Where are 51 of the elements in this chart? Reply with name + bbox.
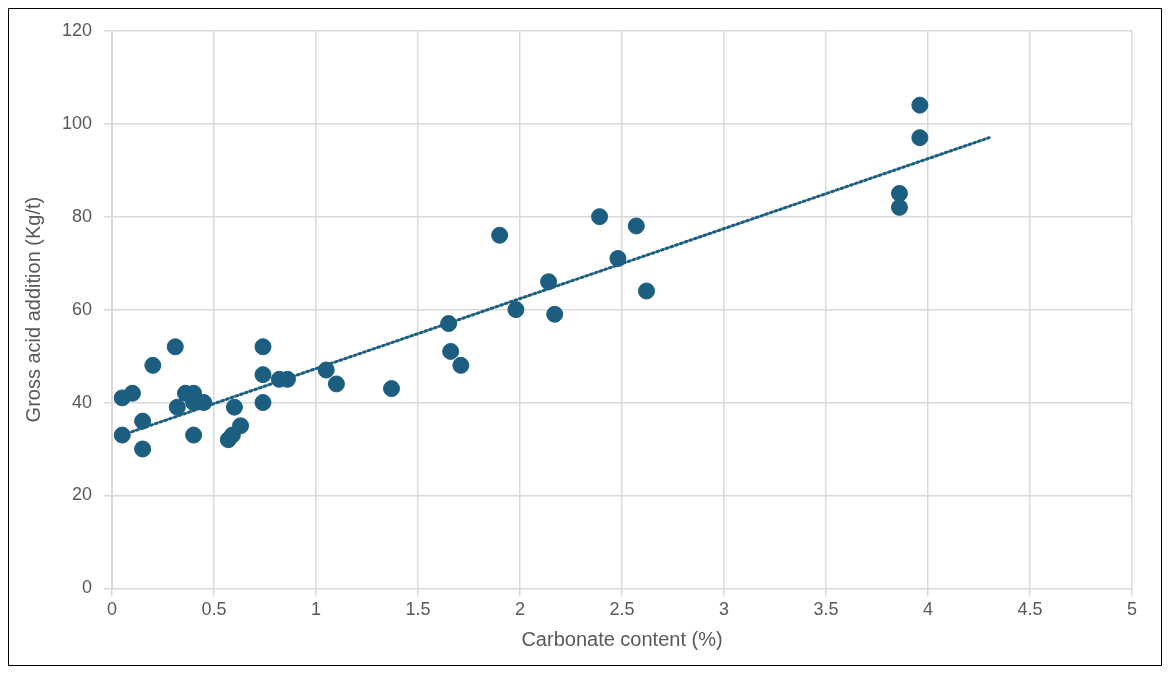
x-tick-label: 5: [1126, 599, 1138, 620]
point: [166, 338, 184, 356]
point: [540, 273, 558, 291]
y-axis-title: Gross acid addition (Kg/t): [21, 196, 44, 423]
point: [327, 375, 345, 393]
x-tick-label: 0: [107, 599, 118, 620]
y-tick-label: 20: [72, 484, 93, 505]
x-axis-title: Carbonate content (%): [521, 627, 723, 650]
y-tick-label: 40: [72, 391, 93, 412]
x-tick-label: 1: [311, 599, 322, 620]
x-tick-label: 3.5: [813, 599, 839, 620]
point: [134, 440, 152, 458]
y-tick-label: 100: [61, 112, 93, 133]
point: [440, 315, 458, 333]
point: [507, 301, 525, 319]
point: [609, 249, 627, 267]
point: [638, 282, 655, 300]
y-tick-label: 80: [72, 205, 93, 226]
point: [232, 417, 250, 435]
x-tick-label: 1.5: [405, 599, 431, 620]
point: [134, 412, 152, 430]
point: [185, 426, 203, 444]
point: [254, 366, 272, 384]
point: [113, 426, 131, 444]
point: [546, 305, 564, 323]
point: [890, 198, 908, 216]
point: [317, 361, 335, 379]
x-tick-label: 4: [923, 599, 934, 620]
x-tick-label: 0.5: [201, 599, 227, 620]
point: [911, 96, 929, 114]
point: [627, 217, 645, 235]
point: [911, 129, 929, 147]
point: [452, 356, 470, 374]
point: [383, 380, 400, 398]
y-tick-label: 120: [61, 19, 93, 40]
x-tick-label: 2.5: [609, 599, 635, 620]
point: [442, 342, 460, 360]
point: [254, 394, 272, 412]
y-tick-label: 60: [72, 298, 93, 319]
point: [491, 226, 509, 244]
point: [144, 356, 162, 374]
point: [123, 384, 141, 402]
x-tick-label: 2: [515, 599, 526, 620]
point: [254, 338, 272, 356]
x-tick-label: 4.5: [1017, 599, 1043, 620]
point: [168, 398, 186, 416]
x-tick-label: 3: [719, 599, 730, 620]
y-tick-label: 0: [82, 577, 93, 598]
point: [225, 398, 243, 416]
point: [591, 208, 609, 226]
point: [890, 184, 908, 202]
